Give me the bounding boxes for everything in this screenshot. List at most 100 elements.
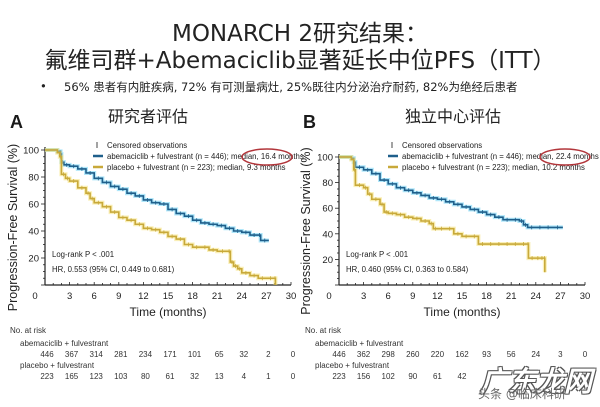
y-axis-label: Progression-Free Survival (%) [299,147,313,314]
at-risk-row-name: placebo + fulvestrant [20,361,95,370]
at-risk-value: 101 [187,350,202,359]
y-tick-label: 80 [322,178,333,189]
at-risk-value: 1 [266,372,271,381]
at-risk-value: 24 [531,350,541,359]
at-risk-value: 2 [266,350,271,359]
at-risk-value: 298 [381,350,395,359]
y-tick-label: 80 [28,173,39,184]
slide-title-line1: MONARCH 2研究结果： [171,21,429,47]
at-risk-value: 0 [290,350,296,359]
x-tick-label: 9 [410,291,415,302]
median-highlight-ellipse [241,148,293,166]
x-tick-label: 15 [163,291,174,302]
legend-abemaciclib: abemaciclib + fulvestrant (n = 446); med… [107,152,304,161]
at-risk-value: 61 [432,372,442,381]
x-tick-label: 9 [116,291,121,302]
at-risk-value: 123 [89,372,103,381]
legend-abemaciclib: abemaciclib + fulvestrant (n = 446); med… [402,152,599,161]
at-risk-value: 0 [290,372,296,381]
at-risk-value: 362 [356,350,371,359]
panel-a-chart: 0 3 6 9 12 15 18 21 24 27 30 20 40 60 80 100 Time (month… [6,141,304,319]
at-risk-row-name: abemaciclib + fulvestrant [315,339,404,348]
x-tick-label: 21 [506,291,517,302]
hr-annotation: HR, 0.553 (95% CI, 0.449 to 0.681) [52,265,175,274]
at-risk-value: 93 [482,350,492,359]
y-axis-label: Progression-Free Survival (%) [6,144,20,311]
x-tick-label: 27 [261,291,272,302]
logrank-annotation: Log-rank P < .001 [346,250,408,259]
at-risk-value: 234 [138,350,153,359]
x-tick-label: 3 [361,291,366,302]
bullet-dot-icon: • [40,79,47,93]
at-risk-row-name: placebo + fulvestrant [315,361,390,370]
at-risk-value: 446 [40,350,54,359]
at-risk-value: 220 [430,350,445,359]
panel-b-title: 独立中心评估 [405,107,502,126]
x-axis-label: Time (months) [424,305,501,319]
at-risk-value: 42 [457,372,467,381]
y-tick-label: 100 [317,153,333,164]
x-tick-label: 15 [457,291,468,302]
x-tick-label: 24 [237,291,248,302]
legend-censored: Censored observations [402,141,482,150]
at-risk-value: 65 [214,350,224,359]
y-tick-label: 60 [28,200,39,211]
at-risk-value: 446 [332,350,346,359]
at-risk-value: 102 [381,372,395,381]
at-risk-value: 3 [558,350,563,359]
legend-censored: Censored observations [107,141,187,150]
at-risk-value: 32 [190,372,200,381]
x-tick-label: 0 [326,291,331,302]
at-risk-value: 165 [64,372,79,381]
at-risk-value: 4 [241,372,247,381]
at-risk-label: No. at risk [10,326,47,335]
x-tick-label: 18 [481,291,492,302]
at-risk-label: No. at risk [305,326,342,335]
x-tick-label: 12 [432,291,443,302]
x-tick-label: 30 [580,291,591,302]
y-tick-label: 20 [28,254,39,265]
slide-title-line2: 氟维司群+Abemaciclib显著延长中位PFS（ITT） [44,48,556,74]
y-tick-label: 40 [28,227,39,238]
at-risk-value: 61 [165,372,175,381]
panel-a-title: 研究者评估 [108,107,189,126]
y-tick-label: 60 [322,204,333,215]
at-risk-value: 223 [40,372,54,381]
hr-annotation: HR, 0.460 (95% CI, 0.363 to 0.584) [346,265,469,274]
x-axis-label: Time (months) [130,305,207,319]
at-risk-value: 171 [163,350,177,359]
at-risk-value: 367 [64,350,79,359]
watermark-sub: 头条 @临床科研 [478,387,566,401]
legend-placebo: placebo + fulvestrant (n = 223); median,… [107,163,286,172]
at-risk-value: 32 [239,350,249,359]
at-risk-value: 260 [406,350,420,359]
x-tick-label: 6 [92,291,97,302]
at-risk-value: 281 [114,350,128,359]
x-tick-label: 3 [67,291,72,302]
x-tick-label: 27 [555,291,566,302]
legend-placebo: placebo + fulvestrant (n = 223); median,… [402,163,585,172]
y-tick-label: 20 [322,255,333,266]
x-tick-label: 21 [212,291,223,302]
at-risk-value: 162 [455,350,469,359]
panel-a-letter: A [10,112,23,132]
at-risk-value: 56 [506,350,516,359]
panel-b-chart: 0 3 6 9 12 15 18 21 24 27 30 20 40 60 80 100 Time (month… [299,141,599,319]
abemaciclib-curve [45,149,269,242]
at-risk-value: 13 [214,372,224,381]
at-risk-value: 223 [332,372,346,381]
at-risk-value: 156 [356,372,371,381]
at-risk-value: 80 [140,372,150,381]
at-risk-value: 0 [582,350,588,359]
x-tick-label: 30 [286,291,297,302]
x-tick-label: 6 [386,291,391,302]
at-risk-value: 103 [114,372,128,381]
x-tick-label: 24 [531,291,542,302]
y-tick-label: 40 [322,229,333,240]
at-risk-value: 314 [89,350,103,359]
y-tick-label: 100 [23,146,39,157]
at-risk-row-name: abemaciclib + fulvestrant [20,339,109,348]
at-risk-value: 90 [408,372,418,381]
x-tick-label: 12 [138,291,149,302]
